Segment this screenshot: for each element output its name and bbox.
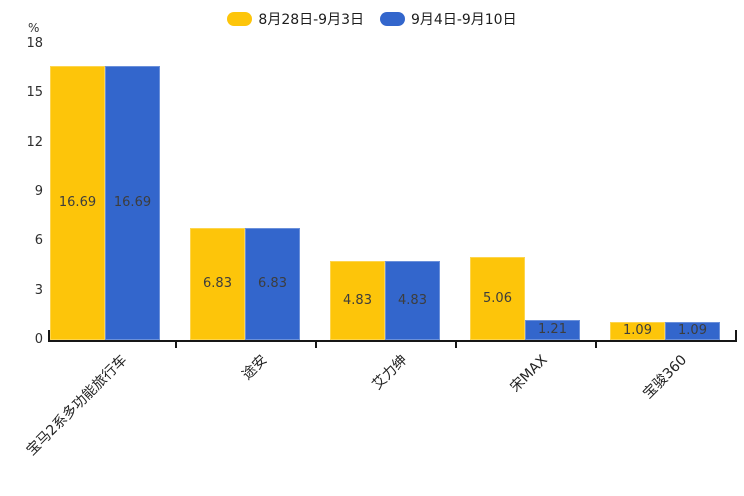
bar-value-label: 4.83 [398, 292, 427, 308]
x-axis-tick [595, 342, 597, 348]
x-axis-end-tick [48, 330, 50, 340]
y-tick-label: 9 [34, 184, 43, 199]
y-tick-label: 3 [34, 282, 43, 298]
bar-value-label: 1.09 [678, 323, 707, 338]
bar-value-label: 5.06 [483, 290, 512, 306]
bar-value-label: 1.09 [623, 323, 652, 338]
legend-item-1[interactable]: 9月4日-9月10日 [380, 9, 517, 29]
bar-途安-series0[interactable] [190, 228, 245, 340]
x-category-label: 宝骏360 [640, 352, 691, 403]
y-tick-label: 18 [26, 36, 43, 51]
legend-swatch-icon [380, 12, 405, 26]
x-axis-line [48, 340, 737, 342]
legend-label: 8月28日-9月3日 [258, 12, 364, 28]
x-category-label: 宋MAX [507, 352, 551, 396]
legend-swatch-icon [227, 12, 253, 26]
x-category-label: 宝马2系多功能旅行车 [23, 352, 131, 459]
bar-value-label: 1.21 [538, 322, 567, 337]
bar-宝马2系多功能旅行车-series0[interactable] [50, 66, 105, 340]
bar-宝骏360-series0[interactable] [610, 322, 665, 340]
bar-宋MAX-series0[interactable] [470, 257, 525, 340]
x-axis-tick [455, 342, 457, 348]
x-category-label: 途安 [239, 352, 271, 384]
legend-item-0[interactable]: 8月28日-9月3日 [227, 9, 364, 29]
legend-label: 9月4日-9月10日 [411, 12, 517, 28]
bar-宋MAX-series1[interactable] [525, 320, 580, 340]
bar-value-label: 4.83 [343, 292, 372, 308]
bar-艾力绅-series0[interactable] [330, 261, 385, 340]
bar-value-label: 16.69 [58, 195, 97, 210]
bar-艾力绅-series1[interactable] [385, 261, 440, 340]
y-tick-label: 12 [26, 134, 43, 150]
bar-宝马2系多功能旅行车-series1[interactable] [105, 66, 160, 340]
y-tick-label: 6 [34, 233, 43, 249]
x-category-label: 艾力绅 [369, 352, 411, 394]
bar-value-label: 6.83 [203, 276, 232, 291]
y-tick-label: 0 [34, 332, 43, 347]
bar-途安-series1[interactable] [245, 228, 300, 340]
y-tick-label: 15 [26, 85, 43, 101]
x-axis-end-tick [735, 330, 737, 340]
bar-value-label: 16.69 [113, 195, 152, 210]
x-axis-tick [315, 342, 317, 348]
bar-value-label: 6.83 [258, 276, 287, 291]
y-axis-unit-label: % [28, 21, 40, 35]
x-axis-tick [175, 342, 177, 348]
legend: 8月28日-9月3日 9月4日-9月10日 [0, 9, 744, 29]
bar-宝骏360-series1[interactable] [665, 322, 720, 340]
